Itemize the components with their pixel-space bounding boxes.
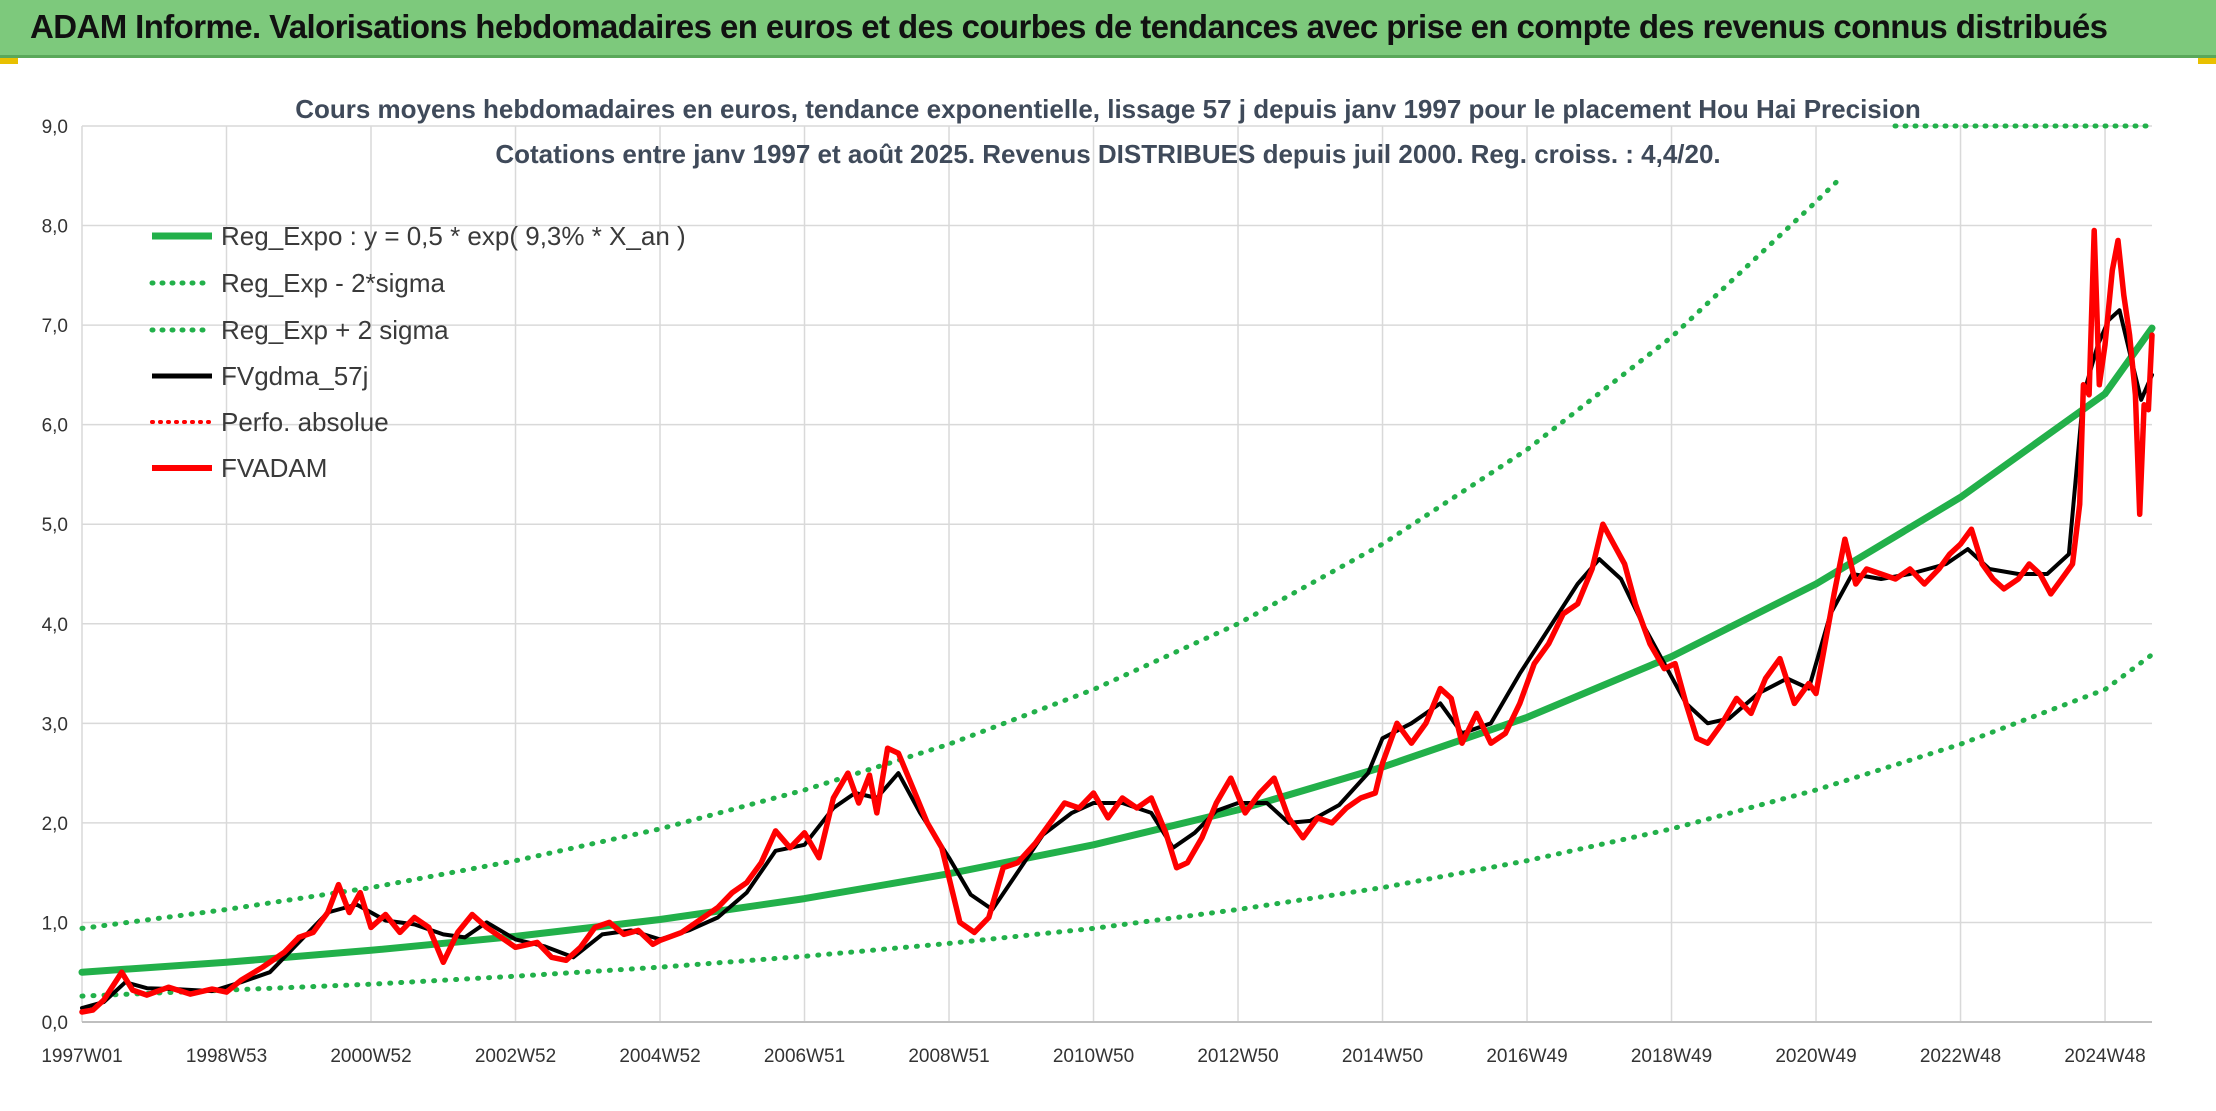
chart-title-line-1: Cours moyens hebdomadaires en euros, ten… (295, 94, 1921, 124)
x-tick-label: 2002W52 (475, 1046, 556, 1067)
x-tick-label: 1998W53 (186, 1046, 267, 1067)
y-tick-label: 8,0 (42, 217, 68, 238)
y-tick-label: 3,0 (42, 714, 68, 735)
report-banner: ADAM Informe. Valorisations hebdomadaire… (0, 0, 2216, 58)
x-tick-label: 2022W48 (1920, 1046, 2001, 1067)
trend-chart: 0,0 1,0 2,0 3,0 4,0 5,0 6,0 7,0 8,0 9,0 1997W01 199… (41, 94, 2156, 1067)
x-tick-label: 2008W51 (908, 1046, 989, 1067)
x-tick-label: 1997W01 (41, 1046, 122, 1067)
left-corner-marker (0, 58, 18, 64)
y-tick-label: 1,0 (42, 913, 68, 934)
x-tick-label: 2010W50 (1053, 1046, 1134, 1067)
x-tick-label: 2004W52 (619, 1046, 700, 1067)
legend-label-fvgdma: FVgdma_57j (221, 361, 368, 391)
chart-title: Cours moyens hebdomadaires en euros, ten… (295, 94, 1921, 169)
y-tick-label: 6,0 (42, 416, 68, 437)
reg-plus-2sigma-line (79, 178, 1841, 931)
y-tick-label: 9,0 (42, 117, 68, 138)
chart-area: 0,0 1,0 2,0 3,0 4,0 5,0 6,0 7,0 8,0 9,0 1997W01 199… (0, 62, 2216, 1106)
x-tick-label: 2000W52 (330, 1046, 411, 1067)
series-lines (78, 123, 2156, 1015)
legend-label-reg-plus: Reg_Exp + 2 sigma (221, 315, 449, 345)
y-tick-label: 2,0 (42, 814, 68, 835)
x-tick-label: 2020W49 (1775, 1046, 1856, 1067)
legend-label-reg-expo: Reg_Expo : y = 0,5 * exp( 9,3% * X_an ) (221, 221, 686, 251)
x-tick-label: 2018W49 (1631, 1046, 1712, 1067)
x-tick-label: 2024W48 (2064, 1046, 2145, 1067)
gridlines (81, 125, 2152, 1023)
legend: Reg_Expo : y = 0,5 * exp( 9,3% * X_an ) … (149, 221, 686, 483)
fvadam-line (79, 227, 2155, 1015)
legend-label-reg-minus: Reg_Exp - 2*sigma (221, 268, 446, 298)
y-tick-label: 0,0 (42, 1013, 68, 1034)
y-tick-label: 4,0 (42, 615, 68, 636)
chart-title-line-2: Cotations entre janv 1997 et août 2025. … (495, 139, 1720, 169)
x-tick-label: 2014W50 (1342, 1046, 1423, 1067)
x-tick-label: 2006W51 (764, 1046, 845, 1067)
x-tick-label: 2016W49 (1486, 1046, 1567, 1067)
y-tick-label: 7,0 (42, 316, 68, 337)
legend-label-perfo: Perfo. absolue (221, 407, 389, 437)
fvgdma-57j-line (80, 308, 2154, 1011)
right-corner-marker (2198, 58, 2216, 64)
reg-minus-2sigma-line (79, 652, 2155, 999)
legend-label-fvadam: FVADAM (221, 453, 327, 483)
x-tick-label: 2012W50 (1197, 1046, 1278, 1067)
report-title: ADAM Informe. Valorisations hebdomadaire… (30, 8, 2108, 45)
axes: 0,0 1,0 2,0 3,0 4,0 5,0 6,0 7,0 8,0 9,0 1997W01 199… (41, 117, 2152, 1067)
y-tick-label: 5,0 (42, 515, 68, 536)
